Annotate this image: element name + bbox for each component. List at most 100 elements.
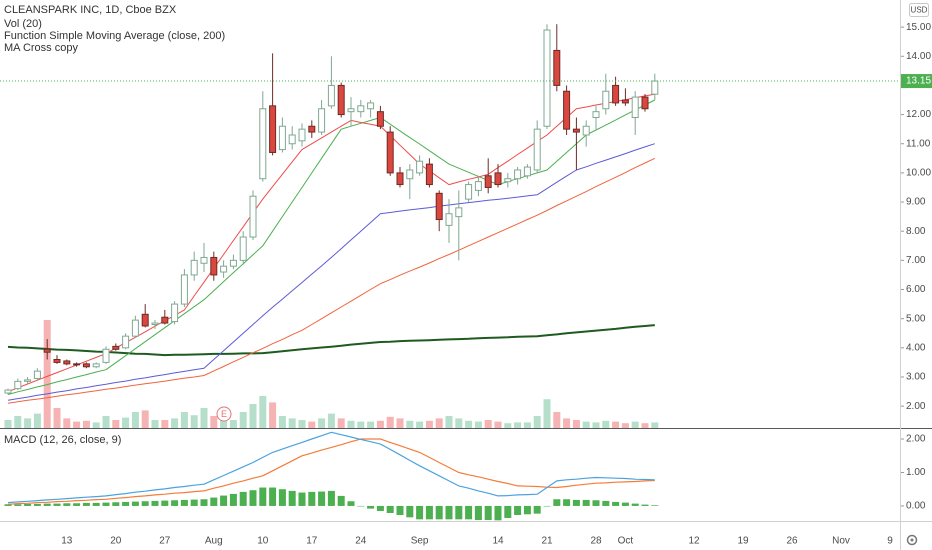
volume-bar (269, 402, 277, 428)
candle-body (474, 181, 482, 191)
candle-body (347, 108, 355, 113)
volume-bar (53, 408, 61, 428)
candle-body (523, 166, 531, 177)
candle-body (14, 380, 22, 390)
volume-bar (131, 412, 139, 428)
x-tick-label: 20 (110, 536, 122, 547)
macd-y-tick-label: 0.00 (906, 501, 926, 512)
candle-body (278, 125, 286, 151)
candle-body (43, 348, 51, 353)
volume-bar (386, 416, 394, 428)
macd-line (7, 431, 655, 504)
candle-body (641, 96, 649, 110)
volume-bar (24, 418, 32, 428)
x-tick-label: Aug (205, 536, 223, 547)
y-tick-label: 6.00 (906, 284, 926, 295)
volume-bar (474, 421, 482, 428)
candle-body (239, 236, 247, 261)
candle-body (612, 84, 620, 104)
macd-histogram-bar (92, 502, 100, 506)
candle-body (161, 316, 169, 324)
candle-body (425, 163, 433, 186)
macd-histogram-bar (318, 491, 326, 506)
x-tick-label: 14 (492, 536, 504, 547)
moving-average (7, 143, 655, 401)
macd-histogram-bar (347, 501, 355, 506)
candle-body (24, 379, 32, 382)
volume-bar (651, 422, 659, 428)
volume-bar (416, 421, 424, 428)
macd-histogram-bar (151, 500, 159, 506)
candle-body (190, 259, 198, 276)
volume-layer (4, 320, 659, 428)
macd-histogram-bar (288, 490, 296, 506)
earnings-marker[interactable] (216, 406, 232, 422)
volume-bar (14, 416, 22, 428)
macd-histogram-bar (465, 505, 473, 520)
candle-body (308, 125, 316, 133)
currency-box[interactable] (909, 3, 929, 17)
volume-bar (563, 418, 571, 428)
volume-bar (376, 420, 384, 428)
volume-bar (523, 422, 531, 428)
candle-body (200, 256, 208, 264)
y-tick-label: 4.00 (906, 342, 926, 353)
macd-histogram-bar (249, 490, 257, 506)
macd-histogram-bar (24, 503, 32, 506)
volume-bar (357, 421, 365, 428)
candle-body (131, 319, 139, 337)
candle-body (318, 108, 326, 133)
macd-histogram-bar (494, 505, 502, 521)
volume-bar (151, 420, 159, 428)
macd-histogram-bar (367, 505, 375, 509)
candle-body (4, 389, 12, 394)
macd-histogram-bar (161, 500, 169, 506)
settings-icon[interactable] (906, 534, 918, 546)
y-tick-label: 12.00 (906, 109, 931, 120)
candle-body (327, 84, 335, 107)
candle-body (602, 90, 610, 110)
candle-body (592, 111, 600, 118)
volume-bar (367, 421, 375, 428)
candle-body (396, 172, 404, 186)
y-tick-label: 9.00 (906, 197, 926, 208)
indicator-label: Vol (20) (4, 18, 42, 30)
macd-histogram-bar (357, 505, 365, 507)
gear-center (910, 538, 914, 542)
moving-average (7, 99, 656, 395)
macd-histogram-bar (122, 501, 130, 506)
candle-body (33, 370, 41, 379)
macd-histogram-bar (592, 500, 600, 506)
macd-layer (4, 431, 659, 521)
candle-body (63, 360, 71, 365)
volume-bar (592, 422, 600, 428)
y-tick-label: 3.00 (906, 372, 926, 383)
volume-bar (641, 423, 649, 428)
candle-body (298, 128, 306, 142)
macd-y-tick-label: 1.00 (906, 467, 926, 478)
volume-bar (602, 420, 610, 428)
candle-body (484, 175, 492, 188)
volume-bar (259, 396, 267, 428)
macd-histogram-bar (612, 501, 620, 506)
earnings-label: E (221, 409, 227, 419)
candle-body (455, 207, 463, 218)
volume-bar (200, 408, 208, 428)
candle-body (151, 322, 159, 325)
macd-title: MACD (12, 26, close, 9) (4, 434, 121, 446)
volume-bar (406, 420, 414, 428)
x-tick-label: 24 (355, 536, 367, 547)
volume-bar (239, 412, 247, 428)
x-tick-label: 28 (590, 536, 602, 547)
volume-bar (514, 422, 522, 428)
volume-bar (141, 410, 149, 428)
macd-histogram-bar (269, 487, 277, 506)
volume-bar (161, 420, 169, 428)
candle-body (504, 178, 512, 183)
macd-histogram-bar (641, 504, 649, 506)
candle-body (82, 363, 90, 368)
candle-body (259, 108, 267, 180)
macd-histogram-bar (582, 499, 590, 506)
candle-body (171, 303, 179, 323)
